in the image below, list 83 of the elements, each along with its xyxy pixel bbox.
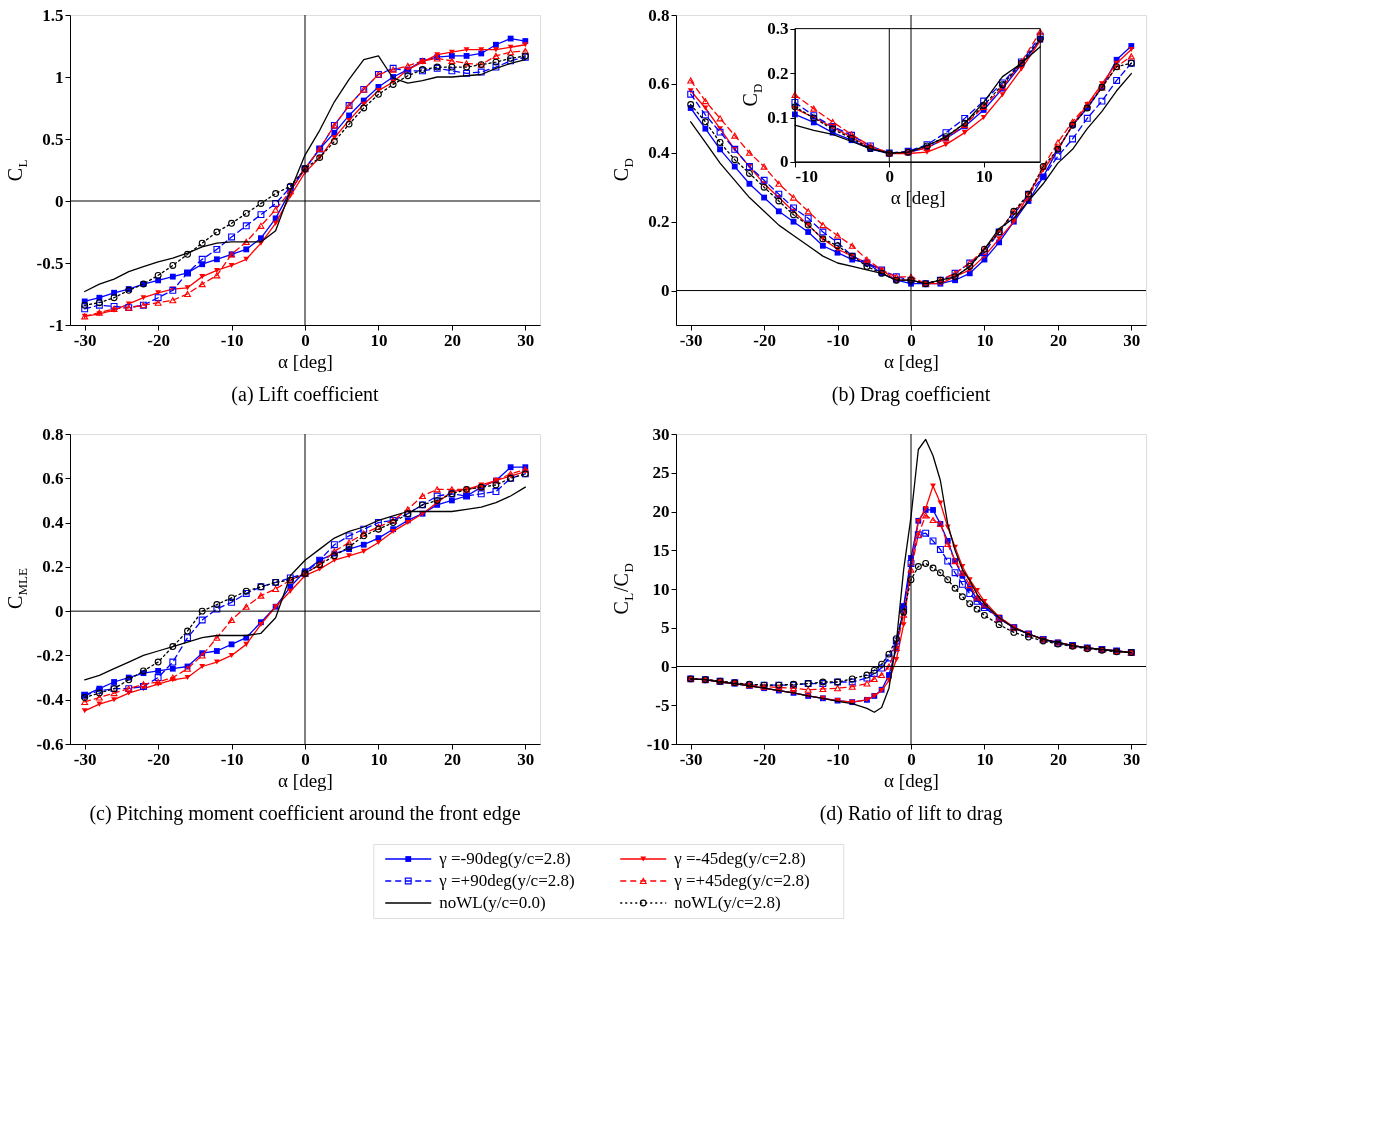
y-tick-label: 0.2: [648, 212, 670, 232]
y-axis-title: CL: [4, 159, 30, 182]
x-axis-title: α [deg]: [278, 350, 333, 372]
y-tick-label: 0.2: [42, 557, 64, 577]
y-tick-label: 10: [652, 579, 670, 599]
y-axis-title: CMLE: [4, 567, 30, 610]
x-tick-label: 30: [517, 749, 535, 769]
x-tick-label: -10: [826, 749, 850, 769]
x-tick-label: 10: [370, 330, 388, 350]
x-tick-label: 10: [975, 167, 993, 187]
y-tick-label: 0: [55, 191, 64, 211]
y-tick-label: -0.2: [36, 645, 64, 665]
y-tick-label: 0: [661, 281, 670, 301]
y-tick-label: 0.4: [648, 143, 670, 163]
x-tick-label: 10: [976, 330, 994, 350]
legend-label: noWL(y/c=0.0): [439, 893, 546, 912]
x-tick-label: -30: [679, 749, 703, 769]
text: (b) Drag coefficient: [831, 383, 991, 406]
y-tick-label: 5: [661, 618, 670, 638]
y-tick-label: 20: [652, 502, 670, 521]
x-tick-label: -20: [753, 749, 776, 769]
y-tick-label: 1.5: [42, 5, 64, 25]
y-tick-label: -5: [655, 695, 670, 715]
y-tick-label: -0.5: [36, 253, 64, 273]
x-axis-title: α [deg]: [890, 187, 946, 209]
y-tick-label: 0: [55, 601, 64, 621]
x-tick-label: -10: [220, 330, 244, 350]
y-tick-label: 0.6: [648, 74, 670, 94]
y-tick-label: 0.8: [648, 5, 670, 25]
legend-label: γ =+45deg(y/c=2.8): [673, 871, 810, 890]
y-tick-label: 0.5: [42, 129, 64, 149]
y-axis-title: CD: [610, 158, 636, 182]
x-tick-label: 0: [885, 167, 895, 187]
x-tick-label: -10: [795, 167, 819, 187]
x-tick-label: 10: [976, 749, 994, 769]
legend-label: noWL(y/c=2.8): [674, 893, 781, 912]
y-tick-label: 1: [55, 67, 64, 87]
legend-label: γ =+90deg(y/c=2.8): [438, 871, 575, 890]
x-tick-label: 0: [301, 749, 310, 769]
x-tick-label: -30: [679, 330, 703, 350]
y-tick-label: -0.4: [36, 690, 64, 710]
text: (a) Lift coefficient: [231, 383, 380, 406]
x-tick-label: 0: [301, 330, 310, 350]
y-tick-label: -0.6: [36, 734, 64, 754]
x-axis-title: α [deg]: [884, 769, 939, 791]
x-tick-label: 0: [907, 749, 916, 769]
y-tick-label: -1: [49, 315, 64, 335]
x-tick-label: 30: [517, 330, 535, 350]
x-tick-label: 20: [443, 749, 461, 769]
x-tick-label: 30: [1123, 749, 1141, 769]
x-tick-label: 30: [1123, 330, 1141, 350]
y-tick-label: 0.8: [42, 424, 64, 444]
legend-label: γ =-90deg(y/c=2.8): [438, 849, 571, 868]
y-tick-label: 0: [779, 152, 789, 172]
text: (c) Pitching moment coefficient around the front edge: [89, 802, 521, 825]
x-tick-label: 0: [907, 330, 916, 350]
x-tick-label: -10: [220, 749, 244, 769]
y-tick-label: 0.3: [767, 19, 789, 39]
legend-label: γ =-45deg(y/c=2.8): [673, 849, 806, 868]
x-tick-label: 10: [370, 749, 388, 769]
x-tick-label: 20: [1049, 330, 1067, 350]
x-tick-label: 20: [443, 330, 461, 350]
y-tick-label: 30: [652, 424, 670, 444]
y-tick-label: 15: [652, 540, 670, 560]
x-tick-label: -20: [753, 330, 776, 350]
x-tick-label: -20: [147, 749, 170, 769]
y-axis-title: CD: [738, 83, 765, 107]
x-axis-title: α [deg]: [884, 350, 939, 372]
x-tick-label: -10: [826, 330, 850, 350]
y-axis-title: CL/CD: [610, 563, 636, 615]
y-tick-label: 0.6: [42, 468, 64, 488]
y-tick-label: 0.1: [767, 108, 789, 128]
text: (d) Ratio of lift to drag: [819, 802, 1003, 825]
x-tick-label: -30: [73, 749, 97, 769]
x-tick-label: -20: [147, 330, 170, 350]
x-tick-label: -30: [73, 330, 97, 350]
y-tick-label: 0.2: [767, 63, 789, 83]
x-axis-title: α [deg]: [278, 769, 333, 791]
y-tick-label: 25: [652, 463, 670, 483]
y-tick-label: 0: [661, 657, 670, 676]
x-tick-label: 20: [1049, 749, 1067, 769]
y-tick-label: 0.4: [42, 513, 64, 533]
y-tick-label: -10: [646, 734, 670, 754]
